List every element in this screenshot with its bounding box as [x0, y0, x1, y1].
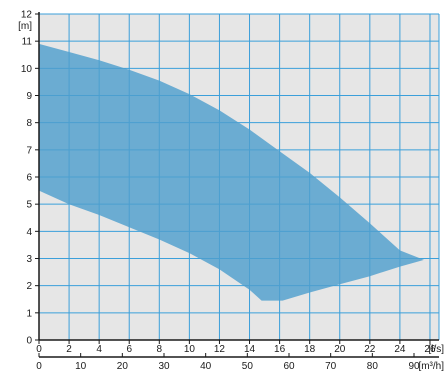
x2-tick-label: 90 — [408, 361, 420, 371]
x-tick-label: 22 — [364, 344, 376, 355]
x2-tick-label: 20 — [117, 361, 129, 371]
y-tick-label: 5 — [26, 200, 32, 211]
y-tick-label: 9 — [26, 91, 32, 102]
y-tick-label: 1 — [26, 308, 32, 319]
x-tick-label: 26 — [424, 344, 436, 355]
y-tick-label: 11 — [22, 37, 33, 48]
x2-tick-label: 60 — [283, 361, 295, 371]
x-tick-label: 6 — [126, 344, 132, 355]
x-tick-label: 8 — [157, 344, 163, 355]
x2-tick-label: 50 — [242, 361, 254, 371]
axes — [35, 12, 439, 358]
x2-tick-label: 80 — [367, 361, 379, 371]
x-tick-label: 14 — [244, 344, 256, 355]
y-tick-label: 0 — [26, 336, 32, 347]
x-tick-label: 20 — [334, 344, 346, 355]
x-tick-label: 4 — [96, 344, 102, 355]
x2-axis-unit: [m³/h] — [418, 361, 444, 371]
x2-tick-label: 70 — [325, 361, 337, 371]
y-tick-label: 6 — [26, 173, 32, 184]
operating-range-area — [39, 43, 424, 301]
x-tick-label: 2 — [66, 344, 72, 355]
x-axis-unit: [l/s] — [428, 344, 444, 355]
x-tick-label: 24 — [394, 344, 406, 355]
y-tick-label: 4 — [26, 227, 32, 238]
x-tick-label: 10 — [184, 344, 196, 355]
x-tick-label: 16 — [274, 344, 286, 355]
y-axis-unit: [m] — [18, 21, 32, 32]
x2-tick-label: 10 — [75, 361, 87, 371]
x-tick-label: 18 — [304, 344, 316, 355]
x2-tick-label: 30 — [158, 361, 170, 371]
y-tick-label: 12 — [21, 10, 33, 21]
y-tick-label: 2 — [26, 281, 32, 292]
x2-tick-label: 40 — [200, 361, 212, 371]
x-tick-label: 12 — [214, 344, 226, 355]
y-tick-label: 7 — [26, 145, 32, 156]
y-tick-label: 8 — [26, 118, 32, 129]
x2-tick-label: 0 — [36, 361, 42, 371]
y-tick-label: 10 — [21, 64, 33, 75]
x-tick-label: 0 — [36, 344, 42, 355]
y-tick-label: 3 — [26, 254, 32, 265]
